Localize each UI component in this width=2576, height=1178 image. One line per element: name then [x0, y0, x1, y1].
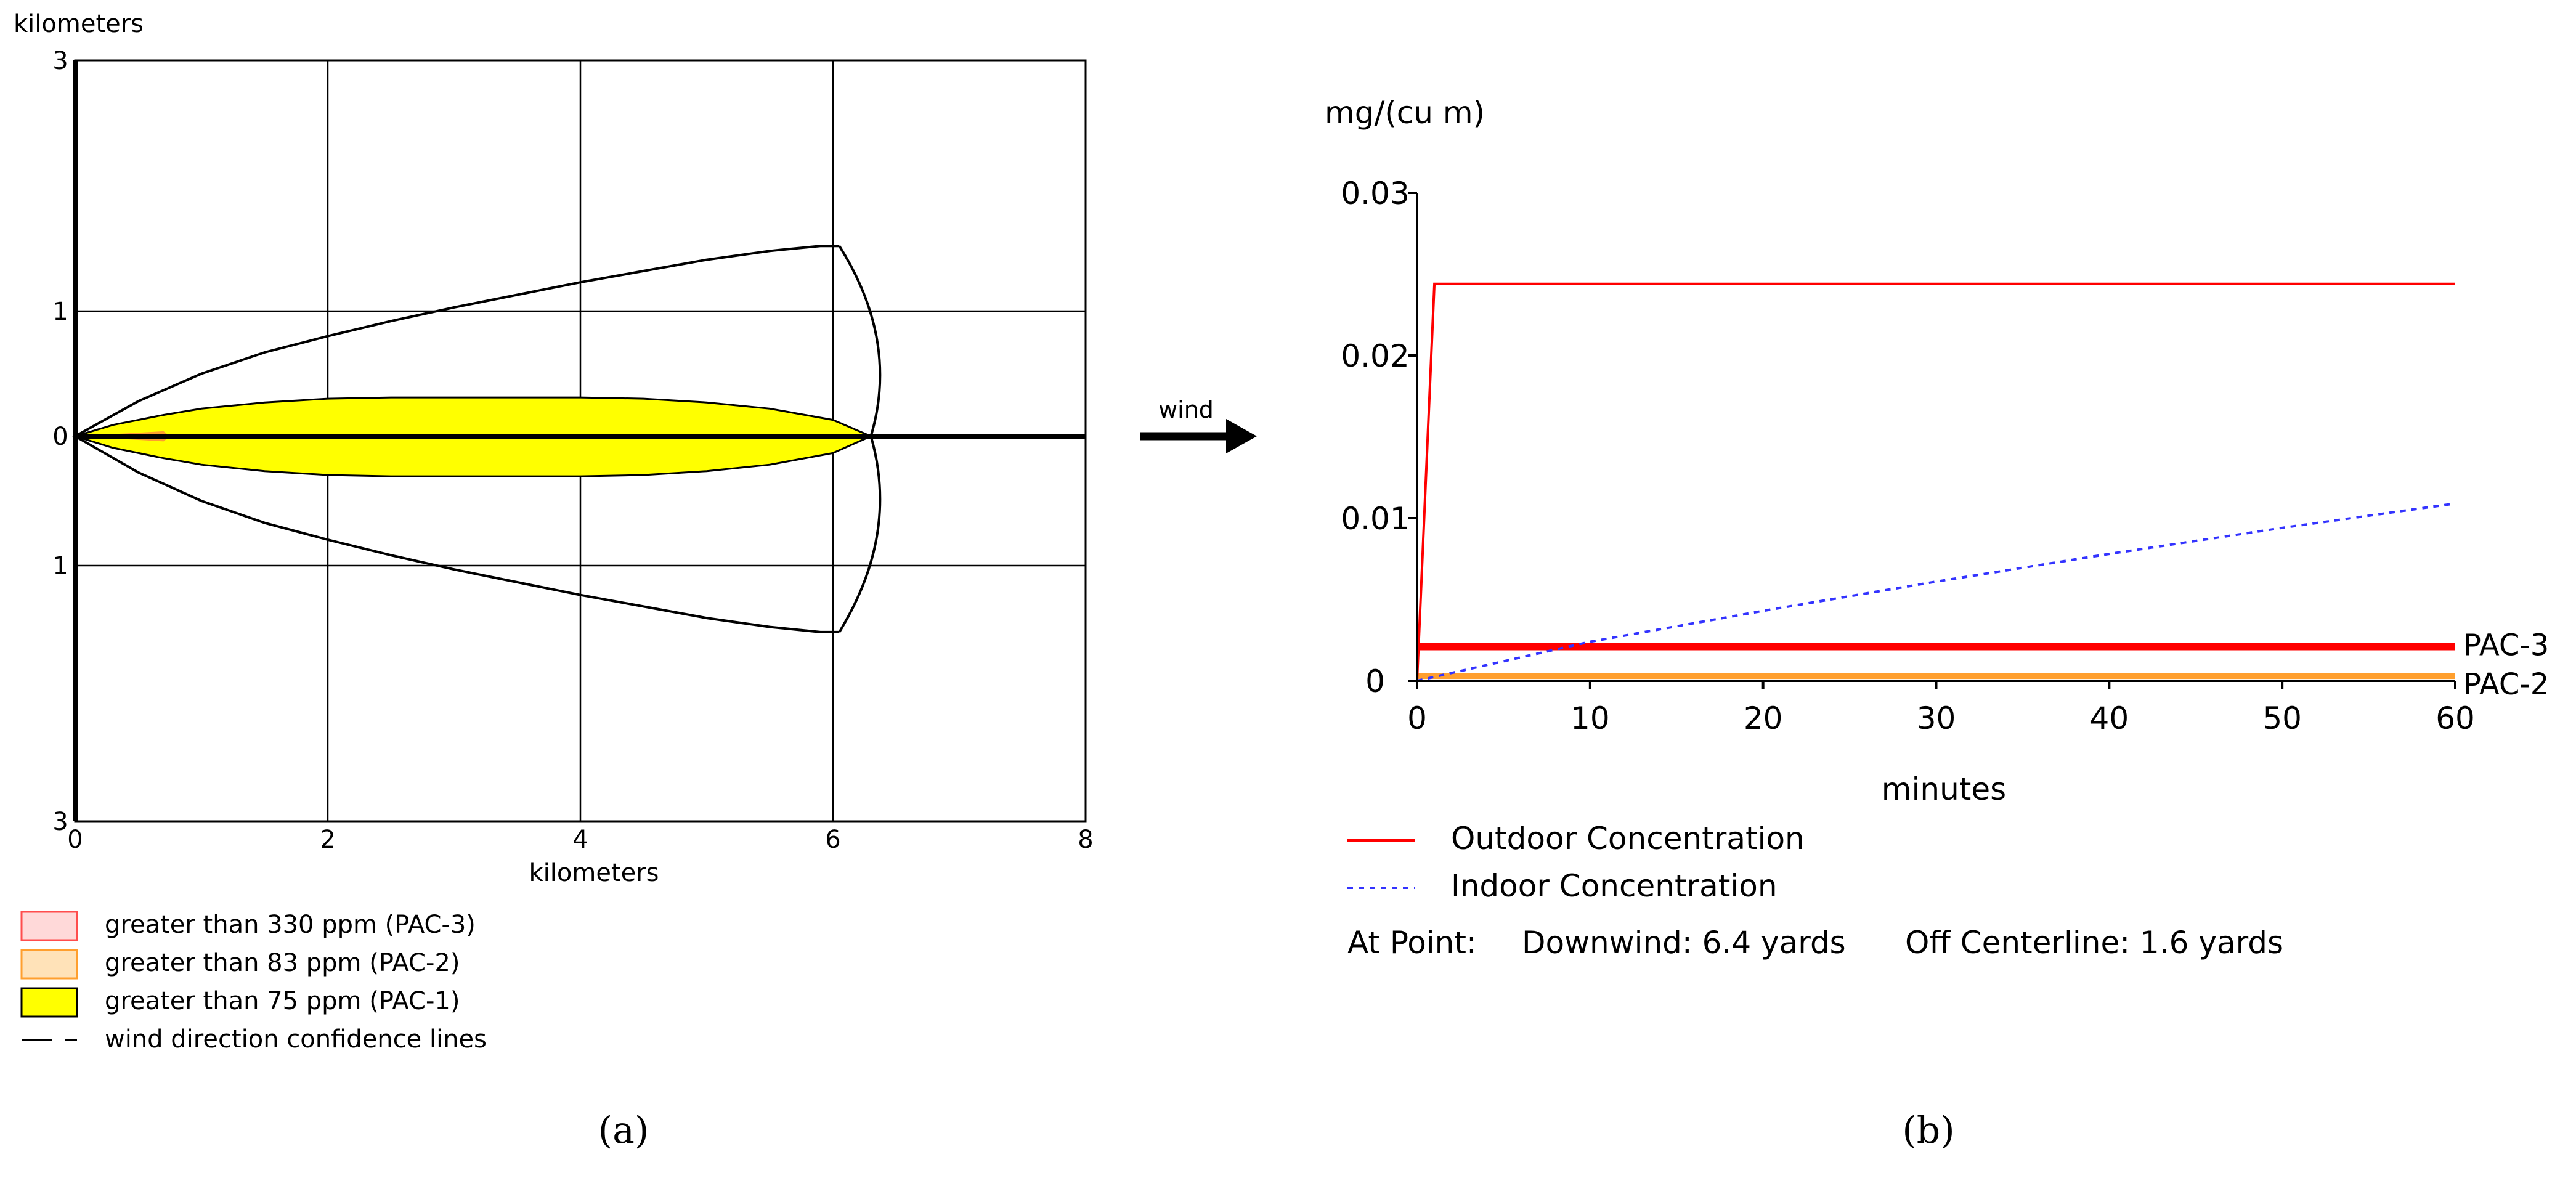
x-tick-label-b: 50 [2262, 701, 2302, 736]
x-tick-label-a: 4 [572, 826, 588, 854]
legend-label-b: Indoor Concentration [1451, 868, 1778, 904]
y-tick-label-b: 0 [1365, 664, 1385, 699]
at-point-label: At Point: [1347, 925, 1477, 961]
wind-arrow-head-icon [1226, 419, 1257, 453]
threshold-label-pac-3: PAC-3 [2463, 628, 2549, 663]
threshold-label-pac-2: PAC-2 [2463, 667, 2549, 702]
legend-swatch-a [20, 949, 78, 980]
legend-label-a: greater than 83 ppm (PAC-2) [105, 949, 460, 977]
at-point-footer: At Point: Downwind: 6.4 yards Off Center… [1347, 925, 2283, 961]
y-tick-label-a: 0 [52, 423, 68, 451]
y-tick-label-a: 3 [52, 47, 68, 75]
x-tick-label-b: 0 [1407, 701, 1427, 736]
wind-arrow: wind [1140, 396, 1257, 453]
y-tick-label-a: 1 [52, 552, 68, 580]
off-centerline-value: Off Centerline: 1.6 yards [1905, 925, 2283, 961]
indoor-concentration-line [1416, 502, 2456, 682]
confidence-line-upper [75, 245, 840, 437]
y-tick-label-a: 1 [52, 298, 68, 326]
legend-a: greater than 330 ppm (PAC-3) greater than… [20, 911, 487, 1054]
y-tick-label-b: 0.01 [1341, 501, 1409, 537]
x-axis-label-b: minutes [1882, 771, 2006, 807]
y-axis-label-a: kilometers [14, 10, 144, 38]
x-axis-label-a: kilometers [529, 859, 659, 887]
y-ticks-b: 0 0.01 0.02 0.03 [1341, 176, 1417, 699]
legend-b: Outdoor Concentration Indoor Concentratio… [1347, 821, 1805, 904]
panel-label-a: (a) [598, 1109, 649, 1152]
x-tick-label-a: 2 [320, 826, 335, 854]
confidence-line-lower [75, 435, 840, 633]
legend-swatch-a [20, 911, 78, 941]
x-tick-label-b: 40 [2090, 701, 2129, 736]
wind-label: wind [1158, 396, 1214, 423]
y-ticks-a: 3 1 0 1 3 [52, 47, 68, 836]
legend-label-a: wind direction confidence lines [105, 1025, 487, 1054]
x-tick-label-a: 0 [67, 826, 83, 854]
x-tick-label-b: 20 [1744, 701, 1783, 736]
x-tick-label-b: 30 [1917, 701, 1956, 736]
x-tick-label-b: 10 [1570, 701, 1610, 736]
panel-label-b: (b) [1902, 1109, 1954, 1152]
outdoor-concentration-line [1416, 282, 2455, 681]
panel-a-plume-map: 0 2 4 6 8 3 1 0 1 3 kilometers kilometers greate… [14, 10, 1094, 1054]
x-ticks-a: 0 2 4 6 8 [67, 826, 1093, 854]
x-tick-label-a: 6 [825, 826, 840, 854]
x-ticks-b: 0 10 20 30 40 50 60 [1407, 681, 2475, 736]
panel-b-concentration: mg/(cu m) PAC-3 PAC-2 0 10 20 30 40 50 60 0 0.01… [1325, 95, 2549, 961]
y-tick-label-b: 0.02 [1341, 338, 1409, 374]
legend-label-b: Outdoor Concentration [1451, 821, 1805, 856]
legend-label-a: greater than 75 ppm (PAC-1) [105, 987, 460, 1015]
x-tick-label-a: 8 [1078, 826, 1093, 854]
grid-a [75, 60, 1086, 821]
downwind-value: Downwind: 6.4 yards [1522, 925, 1846, 961]
legend-swatch-a [20, 987, 78, 1018]
legend-label-a: greater than 330 ppm (PAC-3) [105, 911, 476, 939]
x-tick-label-b: 60 [2436, 701, 2475, 736]
threshold-lines: PAC-3 PAC-2 [1417, 628, 2549, 702]
y-tick-label-b: 0.03 [1341, 176, 1409, 211]
y-tick-label-a: 3 [52, 808, 68, 836]
y-axis-label-b: mg/(cu m) [1325, 95, 1485, 131]
